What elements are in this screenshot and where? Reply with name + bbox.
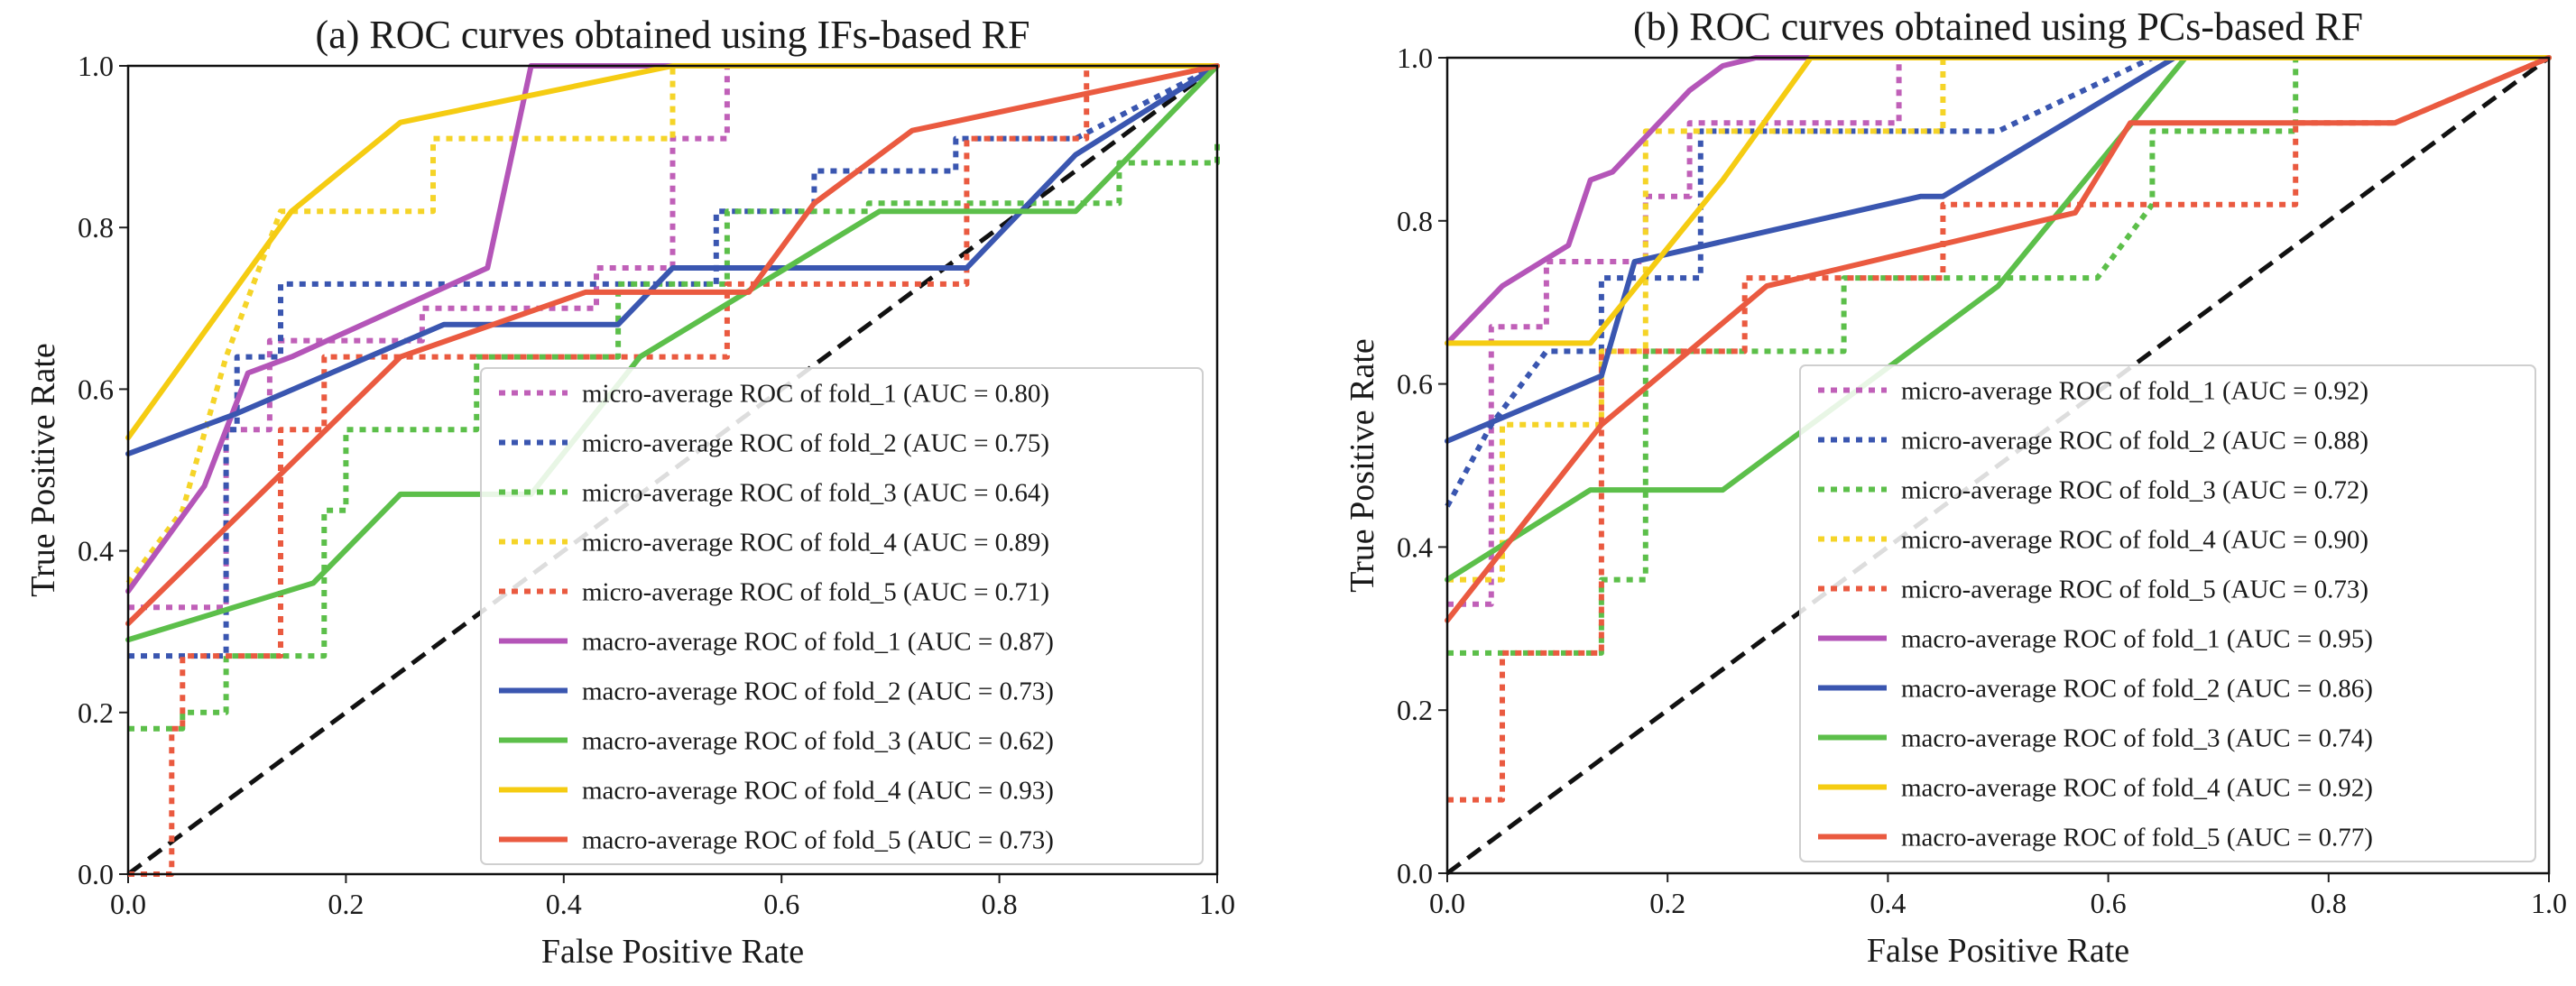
y-tick-label: 0.8 bbox=[78, 211, 114, 244]
legend-label-macro-fold-2: macro-average ROC of fold_2 (AUC = 0.73) bbox=[582, 677, 1054, 706]
series-line-macro-fold-4 bbox=[1445, 55, 2552, 346]
legend-label-macro-fold-2: macro-average ROC of fold_2 (AUC = 0.86) bbox=[1901, 675, 2373, 704]
x-tick-label: 0.4 bbox=[1870, 887, 1906, 919]
legend-label-macro-fold-4: macro-average ROC of fold_4 (AUC = 0.92) bbox=[1901, 774, 2373, 803]
series-line-micro-fold-2 bbox=[128, 63, 1219, 659]
legend-box bbox=[480, 367, 1204, 865]
legend: micro-average ROC of fold_1 (AUC = 0.92)… bbox=[1799, 364, 2536, 862]
series-line-micro-fold-3 bbox=[1447, 55, 2549, 656]
legend-label-macro-fold-3: macro-average ROC of fold_3 (AUC = 0.74) bbox=[1901, 724, 2373, 753]
legend-label-macro-fold-5: macro-average ROC of fold_5 (AUC = 0.77) bbox=[1901, 824, 2373, 852]
x-tick-label: 0.6 bbox=[2091, 887, 2127, 919]
legend-label-micro-fold-4: micro-average ROC of fold_4 (AUC = 0.90) bbox=[1901, 526, 2368, 555]
legend-label-macro-fold-5: macro-average ROC of fold_5 (AUC = 0.73) bbox=[582, 826, 1054, 855]
y-tick-label: 0.6 bbox=[1397, 368, 1433, 401]
x-tick-label: 0.2 bbox=[328, 888, 364, 920]
legend-label-micro-fold-2: micro-average ROC of fold_2 (AUC = 0.75) bbox=[582, 429, 1049, 458]
legend-label-micro-fold-3: micro-average ROC of fold_3 (AUC = 0.64) bbox=[582, 479, 1049, 508]
axes-frame bbox=[1445, 56, 2551, 875]
x-tick-label: 0.0 bbox=[1429, 887, 1465, 919]
y-tick-label: 0.8 bbox=[1397, 205, 1433, 237]
series-line-micro-fold-5 bbox=[1447, 55, 2551, 803]
roc-panel-a: (a) ROC curves obtained using IFs-based … bbox=[24, 13, 1235, 971]
y-tick-label: 0.2 bbox=[78, 696, 114, 729]
y-tick-label: 1.0 bbox=[78, 50, 114, 82]
y-tick-label: 0.4 bbox=[78, 535, 114, 567]
series-line-macro-fold-5 bbox=[125, 63, 1220, 627]
legend-label-macro-fold-3: macro-average ROC of fold_3 (AUC = 0.62) bbox=[582, 727, 1054, 756]
series-line-macro-fold-1 bbox=[1445, 55, 2552, 346]
x-tick-label: 1.0 bbox=[1199, 888, 1235, 920]
legend-label-micro-fold-5: micro-average ROC of fold_5 (AUC = 0.73) bbox=[1901, 576, 2368, 604]
series-line-macro-fold-2 bbox=[125, 63, 1220, 457]
series-line-micro-fold-1 bbox=[1447, 55, 2549, 607]
legend-box bbox=[1799, 364, 2536, 862]
x-axis-label: False Positive Rate bbox=[1867, 932, 2129, 970]
x-axis-label: False Positive Rate bbox=[541, 933, 804, 971]
legend-label-macro-fold-4: macro-average ROC of fold_4 (AUC = 0.93) bbox=[582, 777, 1054, 806]
legend-label-micro-fold-5: micro-average ROC of fold_5 (AUC = 0.71) bbox=[582, 578, 1049, 607]
x-tick-label: 0.8 bbox=[982, 888, 1018, 920]
chart-title: (a) ROC curves obtained using IFs-based … bbox=[316, 13, 1030, 57]
x-tick-label: 1.0 bbox=[2531, 887, 2567, 919]
x-tick-label: 0.8 bbox=[2311, 887, 2347, 919]
legend-label-micro-fold-1: micro-average ROC of fold_1 (AUC = 0.80) bbox=[582, 380, 1049, 409]
x-tick-label: 0.2 bbox=[1649, 887, 1685, 919]
series-line-micro-fold-3 bbox=[128, 138, 1220, 732]
series-line-micro-fold-5 bbox=[128, 63, 1217, 877]
chart-title: (b) ROC curves obtained using PCs-based … bbox=[1633, 5, 2363, 49]
x-tick-label: 0.0 bbox=[110, 888, 146, 920]
y-axis-label: True Positive Rate bbox=[24, 343, 62, 597]
legend-label-macro-fold-1: macro-average ROC of fold_1 (AUC = 0.87) bbox=[582, 628, 1054, 657]
legend: micro-average ROC of fold_1 (AUC = 0.80)… bbox=[480, 367, 1204, 865]
series-line-micro-fold-4 bbox=[125, 63, 1217, 585]
x-tick-label: 0.4 bbox=[546, 888, 582, 920]
legend-label-macro-fold-1: macro-average ROC of fold_1 (AUC = 0.95) bbox=[1901, 625, 2373, 654]
y-axis-label: True Positive Rate bbox=[1343, 338, 1381, 593]
legend-label-micro-fold-2: micro-average ROC of fold_2 (AUC = 0.88) bbox=[1901, 427, 2368, 456]
legend-label-micro-fold-1: micro-average ROC of fold_1 (AUC = 0.92) bbox=[1901, 377, 2368, 406]
axes-frame bbox=[126, 64, 1219, 876]
legend-label-micro-fold-4: micro-average ROC of fold_4 (AUC = 0.89) bbox=[582, 529, 1049, 558]
y-tick-label: 0.4 bbox=[1397, 530, 1433, 563]
plot-area bbox=[125, 63, 1220, 877]
y-tick-label: 1.0 bbox=[1397, 41, 1433, 74]
y-tick-label: 0.0 bbox=[1397, 857, 1433, 889]
legend-label-micro-fold-3: micro-average ROC of fold_3 (AUC = 0.72) bbox=[1901, 476, 2368, 505]
y-tick-label: 0.0 bbox=[78, 858, 114, 890]
x-tick-label: 0.6 bbox=[763, 888, 799, 920]
y-tick-label: 0.6 bbox=[78, 373, 114, 405]
roc-panel-b: (b) ROC curves obtained using PCs-based … bbox=[1343, 5, 2567, 970]
series-line-macro-fold-5 bbox=[1445, 55, 2552, 623]
y-tick-label: 0.2 bbox=[1397, 694, 1433, 726]
